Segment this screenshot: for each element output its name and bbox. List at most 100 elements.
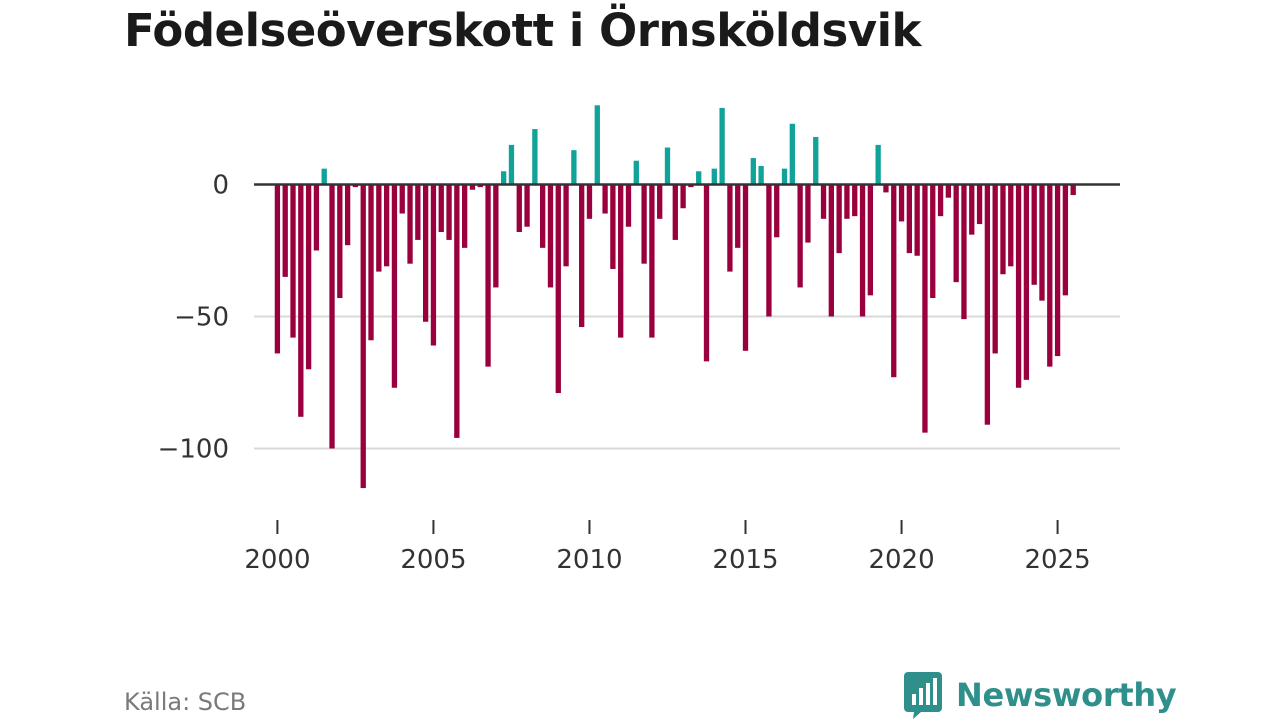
bar (898, 184, 905, 222)
bar (391, 184, 398, 388)
bar (891, 184, 897, 378)
bar (992, 184, 998, 354)
bar (540, 184, 546, 248)
bar (867, 184, 873, 296)
bar (376, 184, 382, 272)
bar (875, 144, 881, 185)
bar (1015, 184, 1022, 388)
bar (274, 184, 281, 354)
bar (976, 184, 983, 225)
bar (711, 168, 717, 185)
bar (820, 184, 827, 219)
bar (329, 184, 335, 449)
bar (430, 184, 437, 346)
bar (454, 184, 460, 438)
bar (618, 184, 624, 338)
bar (633, 160, 639, 185)
bar (344, 184, 351, 246)
bar (789, 123, 795, 185)
bar (532, 129, 538, 185)
bar (688, 184, 694, 188)
bar (594, 105, 600, 185)
bar (680, 184, 686, 209)
bar-chart-speech-bubble-icon (904, 672, 942, 719)
bar (1008, 184, 1014, 267)
bar (828, 184, 834, 317)
bar (360, 184, 366, 489)
bar (657, 184, 663, 219)
bar (844, 184, 850, 219)
bar (1031, 184, 1037, 285)
bar (563, 184, 569, 267)
bar (321, 168, 327, 185)
bar (438, 184, 444, 232)
bar (742, 184, 749, 351)
bar (571, 150, 577, 185)
bar (1070, 184, 1076, 196)
y-tick-label: −50 (174, 302, 229, 332)
bar (368, 184, 374, 341)
y-tick-label: −100 (158, 434, 229, 464)
chart-title: Födelseöverskott i Örnsköldsvik (124, 4, 921, 57)
brand-name: Newsworthy (956, 676, 1177, 714)
bar (579, 184, 585, 328)
bar (953, 184, 959, 283)
bar (602, 184, 608, 214)
bar (758, 166, 764, 185)
y-tick-label: 0 (212, 170, 229, 200)
bar (719, 107, 725, 185)
x-tick-label: 2020 (868, 545, 934, 575)
bar (1047, 184, 1053, 367)
bar (547, 184, 554, 288)
bar (1023, 184, 1030, 380)
bar (766, 184, 772, 317)
x-tick-label: 2010 (556, 545, 622, 575)
x-tick-label: 2025 (1024, 545, 1090, 575)
bar (813, 136, 819, 185)
x-tick-label: 2005 (400, 545, 466, 575)
bar (774, 184, 780, 238)
grid-lines (254, 315, 1120, 450)
bar (477, 184, 483, 188)
bar (852, 184, 858, 217)
bar (305, 184, 312, 370)
source-note: Källa: SCB (124, 688, 247, 716)
bar (937, 184, 944, 217)
bar (516, 184, 522, 232)
bar (524, 184, 530, 227)
bar (781, 168, 788, 185)
bar (469, 184, 476, 190)
bar (1054, 184, 1061, 357)
bar (493, 184, 499, 288)
brand-logo: Newsworthy (902, 670, 1177, 720)
bar (906, 184, 913, 254)
bar (703, 184, 710, 362)
bar (664, 147, 671, 185)
bar (836, 184, 842, 254)
bar (641, 184, 647, 264)
x-tick-label: 2000 (244, 545, 310, 575)
bar (969, 184, 975, 235)
bar (859, 184, 866, 317)
bar (485, 184, 491, 367)
bar (1039, 184, 1045, 301)
bar (586, 184, 593, 219)
bar (945, 184, 952, 198)
x-tick-label: 2015 (712, 545, 778, 575)
bar (446, 184, 452, 240)
bar (922, 184, 928, 433)
bar (984, 184, 991, 425)
bar (735, 184, 741, 248)
bar (282, 184, 288, 277)
bar (610, 184, 616, 269)
bar (422, 184, 429, 322)
bars (274, 105, 1076, 489)
bar (399, 184, 405, 214)
bar (415, 184, 421, 240)
bar (625, 184, 632, 227)
bar (750, 158, 756, 185)
bar (797, 184, 803, 288)
y-axis-labels: 0 −50 −100 (158, 170, 229, 464)
bar (672, 184, 678, 240)
bar (883, 184, 889, 193)
